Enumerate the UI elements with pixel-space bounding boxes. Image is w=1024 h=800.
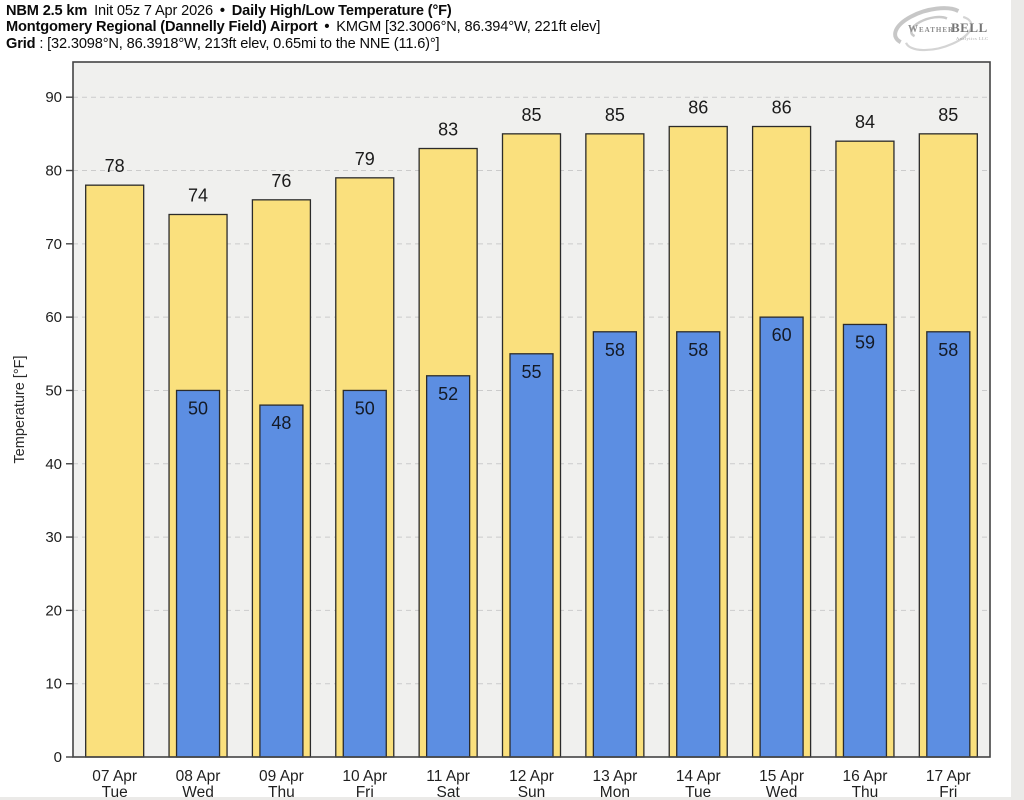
bar-high: [85, 184, 145, 758]
low-value-label: 59: [855, 332, 875, 352]
x-tick-date-label: 09 Apr: [259, 768, 304, 785]
high-value-label: 86: [688, 98, 708, 118]
bullet-separator: •: [219, 3, 225, 19]
high-value-label: 86: [772, 98, 792, 118]
x-tick-date-label: 15 Apr: [759, 768, 804, 785]
y-tick-label: 70: [45, 236, 62, 253]
bar-low: [842, 323, 888, 758]
bar-low: [676, 331, 721, 758]
x-tick-date-label: 13 Apr: [592, 768, 637, 785]
logo-weather-text: Weather: [908, 24, 954, 35]
y-axis-title: Temperature [°F]: [12, 355, 28, 463]
x-tick-date-label: 10 Apr: [342, 768, 387, 785]
x-tick-day-label: Sun: [518, 784, 546, 800]
station-name: Montgomery Regional (Dannelly Field) Air…: [6, 19, 318, 36]
x-tick-day-label: Thu: [268, 784, 295, 800]
image-edge-strip-right: [1011, 0, 1024, 800]
y-tick-label: 90: [45, 89, 62, 106]
x-tick-day-label: Wed: [766, 784, 798, 800]
x-tick-date-label: 14 Apr: [676, 768, 721, 785]
x-tick-day-label: Fri: [939, 784, 957, 800]
high-value-label: 76: [271, 171, 291, 191]
high-value-label: 79: [355, 149, 375, 169]
low-value-label: 48: [271, 413, 291, 433]
low-value-label: 60: [772, 325, 792, 345]
high-value-label: 85: [605, 105, 625, 125]
low-value-label: 58: [938, 340, 958, 360]
low-value-label: 58: [688, 340, 708, 360]
logo-bell-text: BELL: [951, 20, 988, 35]
x-tick-date-label: 11 Apr: [426, 768, 470, 785]
weatherbell-logo: Weather BELL Analytics LLC: [893, 6, 989, 52]
plot-border: [72, 61, 991, 758]
x-tick-date-label: 16 Apr: [843, 768, 888, 785]
grid-label: Grid: [6, 35, 36, 52]
low-value-label: 55: [521, 362, 541, 382]
x-tick-day-label: Tue: [102, 784, 128, 800]
low-value-label: 50: [188, 398, 208, 418]
bar-low: [759, 316, 804, 758]
image-edge-strip-bottom: [0, 797, 1024, 800]
high-value-label: 84: [855, 112, 875, 132]
grid-meta: : [32.3098°N, 86.3918°W, 213ft elev, 0.6…: [39, 35, 440, 52]
x-tick-date-label: 12 Apr: [509, 768, 554, 785]
x-tick-day-label: Wed: [182, 784, 214, 800]
y-tick-label: 50: [45, 382, 62, 399]
title-line-2: Montgomery Regional (Dannelly Field) Air…: [6, 19, 603, 35]
weatherbell-swirl-icon: [893, 6, 973, 52]
title-line-1: NBM 2.5 km Init 05z 7 Apr 2026 • Daily H…: [6, 3, 603, 19]
x-tick-day-label: Sat: [437, 784, 461, 800]
x-tick-day-label: Thu: [852, 784, 879, 800]
high-value-label: 83: [438, 120, 458, 140]
bar-low: [592, 331, 638, 758]
low-value-label: 52: [438, 384, 458, 404]
y-tick-label: 0: [54, 749, 62, 766]
high-value-label: 85: [938, 105, 958, 125]
chart-header: NBM 2.5 km Init 05z 7 Apr 2026 • Daily H…: [6, 3, 603, 52]
high-value-label: 85: [521, 105, 541, 125]
low-value-label: 50: [355, 398, 375, 418]
bar-low: [425, 375, 471, 758]
low-value-label: 58: [605, 340, 625, 360]
station-meta: KMGM [32.3006°N, 86.394°W, 221ft elev]: [336, 19, 601, 36]
bar-low: [509, 353, 554, 758]
init-time: Init 05z 7 Apr 2026: [94, 3, 213, 19]
title-line-3: Grid : [32.3098°N, 86.3918°W, 213ft elev…: [6, 36, 603, 52]
y-tick-label: 20: [45, 602, 62, 619]
x-tick-date-label: 07 Apr: [92, 768, 137, 785]
y-tick-label: 60: [45, 309, 62, 326]
y-tick-label: 10: [45, 676, 62, 693]
bar-low: [342, 389, 387, 758]
x-tick-day-label: Mon: [600, 784, 630, 800]
y-tick-label: 80: [45, 163, 62, 180]
model-name: NBM 2.5 km: [6, 3, 88, 19]
x-tick-date-label: 08 Apr: [176, 768, 221, 785]
bar-low: [926, 331, 971, 758]
x-tick-day-label: Fri: [356, 784, 374, 800]
bar-low: [259, 404, 304, 758]
x-tick-date-label: 17 Apr: [926, 768, 971, 785]
logo-subtitle-text: Analytics LLC: [956, 36, 989, 41]
high-value-label: 74: [188, 185, 208, 205]
y-tick-label: 40: [45, 456, 62, 473]
bar-low: [175, 389, 221, 758]
y-tick-label: 30: [45, 529, 62, 546]
x-tick-day-label: Tue: [685, 784, 711, 800]
product-title: Daily High/Low Temperature (°F): [231, 3, 452, 19]
bullet-separator: •: [324, 19, 330, 36]
high-value-label: 78: [105, 156, 125, 176]
